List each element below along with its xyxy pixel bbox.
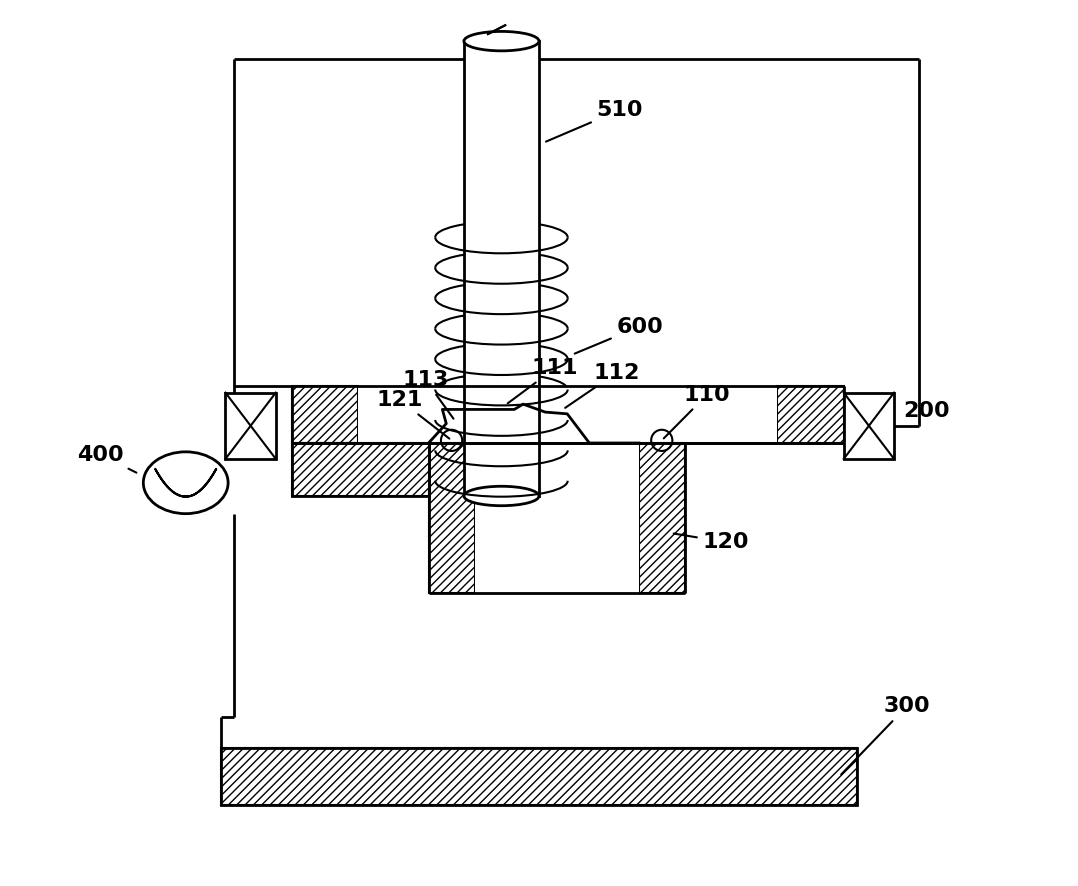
Bar xyxy=(464,41,539,496)
Text: 600: 600 xyxy=(575,316,663,354)
Bar xyxy=(221,748,857,805)
Text: 112: 112 xyxy=(565,362,640,408)
Text: 110: 110 xyxy=(664,385,731,439)
Text: 113: 113 xyxy=(402,369,454,419)
Bar xyxy=(292,443,429,496)
Text: 510: 510 xyxy=(545,100,642,142)
Bar xyxy=(225,392,276,459)
Bar xyxy=(844,392,894,459)
Bar xyxy=(474,443,639,593)
Text: 200: 200 xyxy=(903,401,950,421)
Text: 121: 121 xyxy=(376,390,450,439)
Text: 111: 111 xyxy=(508,358,579,403)
Bar xyxy=(292,443,429,496)
Ellipse shape xyxy=(464,486,539,506)
Bar xyxy=(639,443,685,593)
Ellipse shape xyxy=(143,452,229,514)
Text: 300: 300 xyxy=(841,696,930,774)
Ellipse shape xyxy=(464,31,539,51)
Text: 120: 120 xyxy=(674,532,749,552)
Bar xyxy=(358,385,777,443)
Bar xyxy=(429,443,474,593)
Bar xyxy=(777,385,844,443)
Bar xyxy=(292,385,358,443)
Text: 400: 400 xyxy=(77,445,137,472)
Bar xyxy=(221,748,857,805)
